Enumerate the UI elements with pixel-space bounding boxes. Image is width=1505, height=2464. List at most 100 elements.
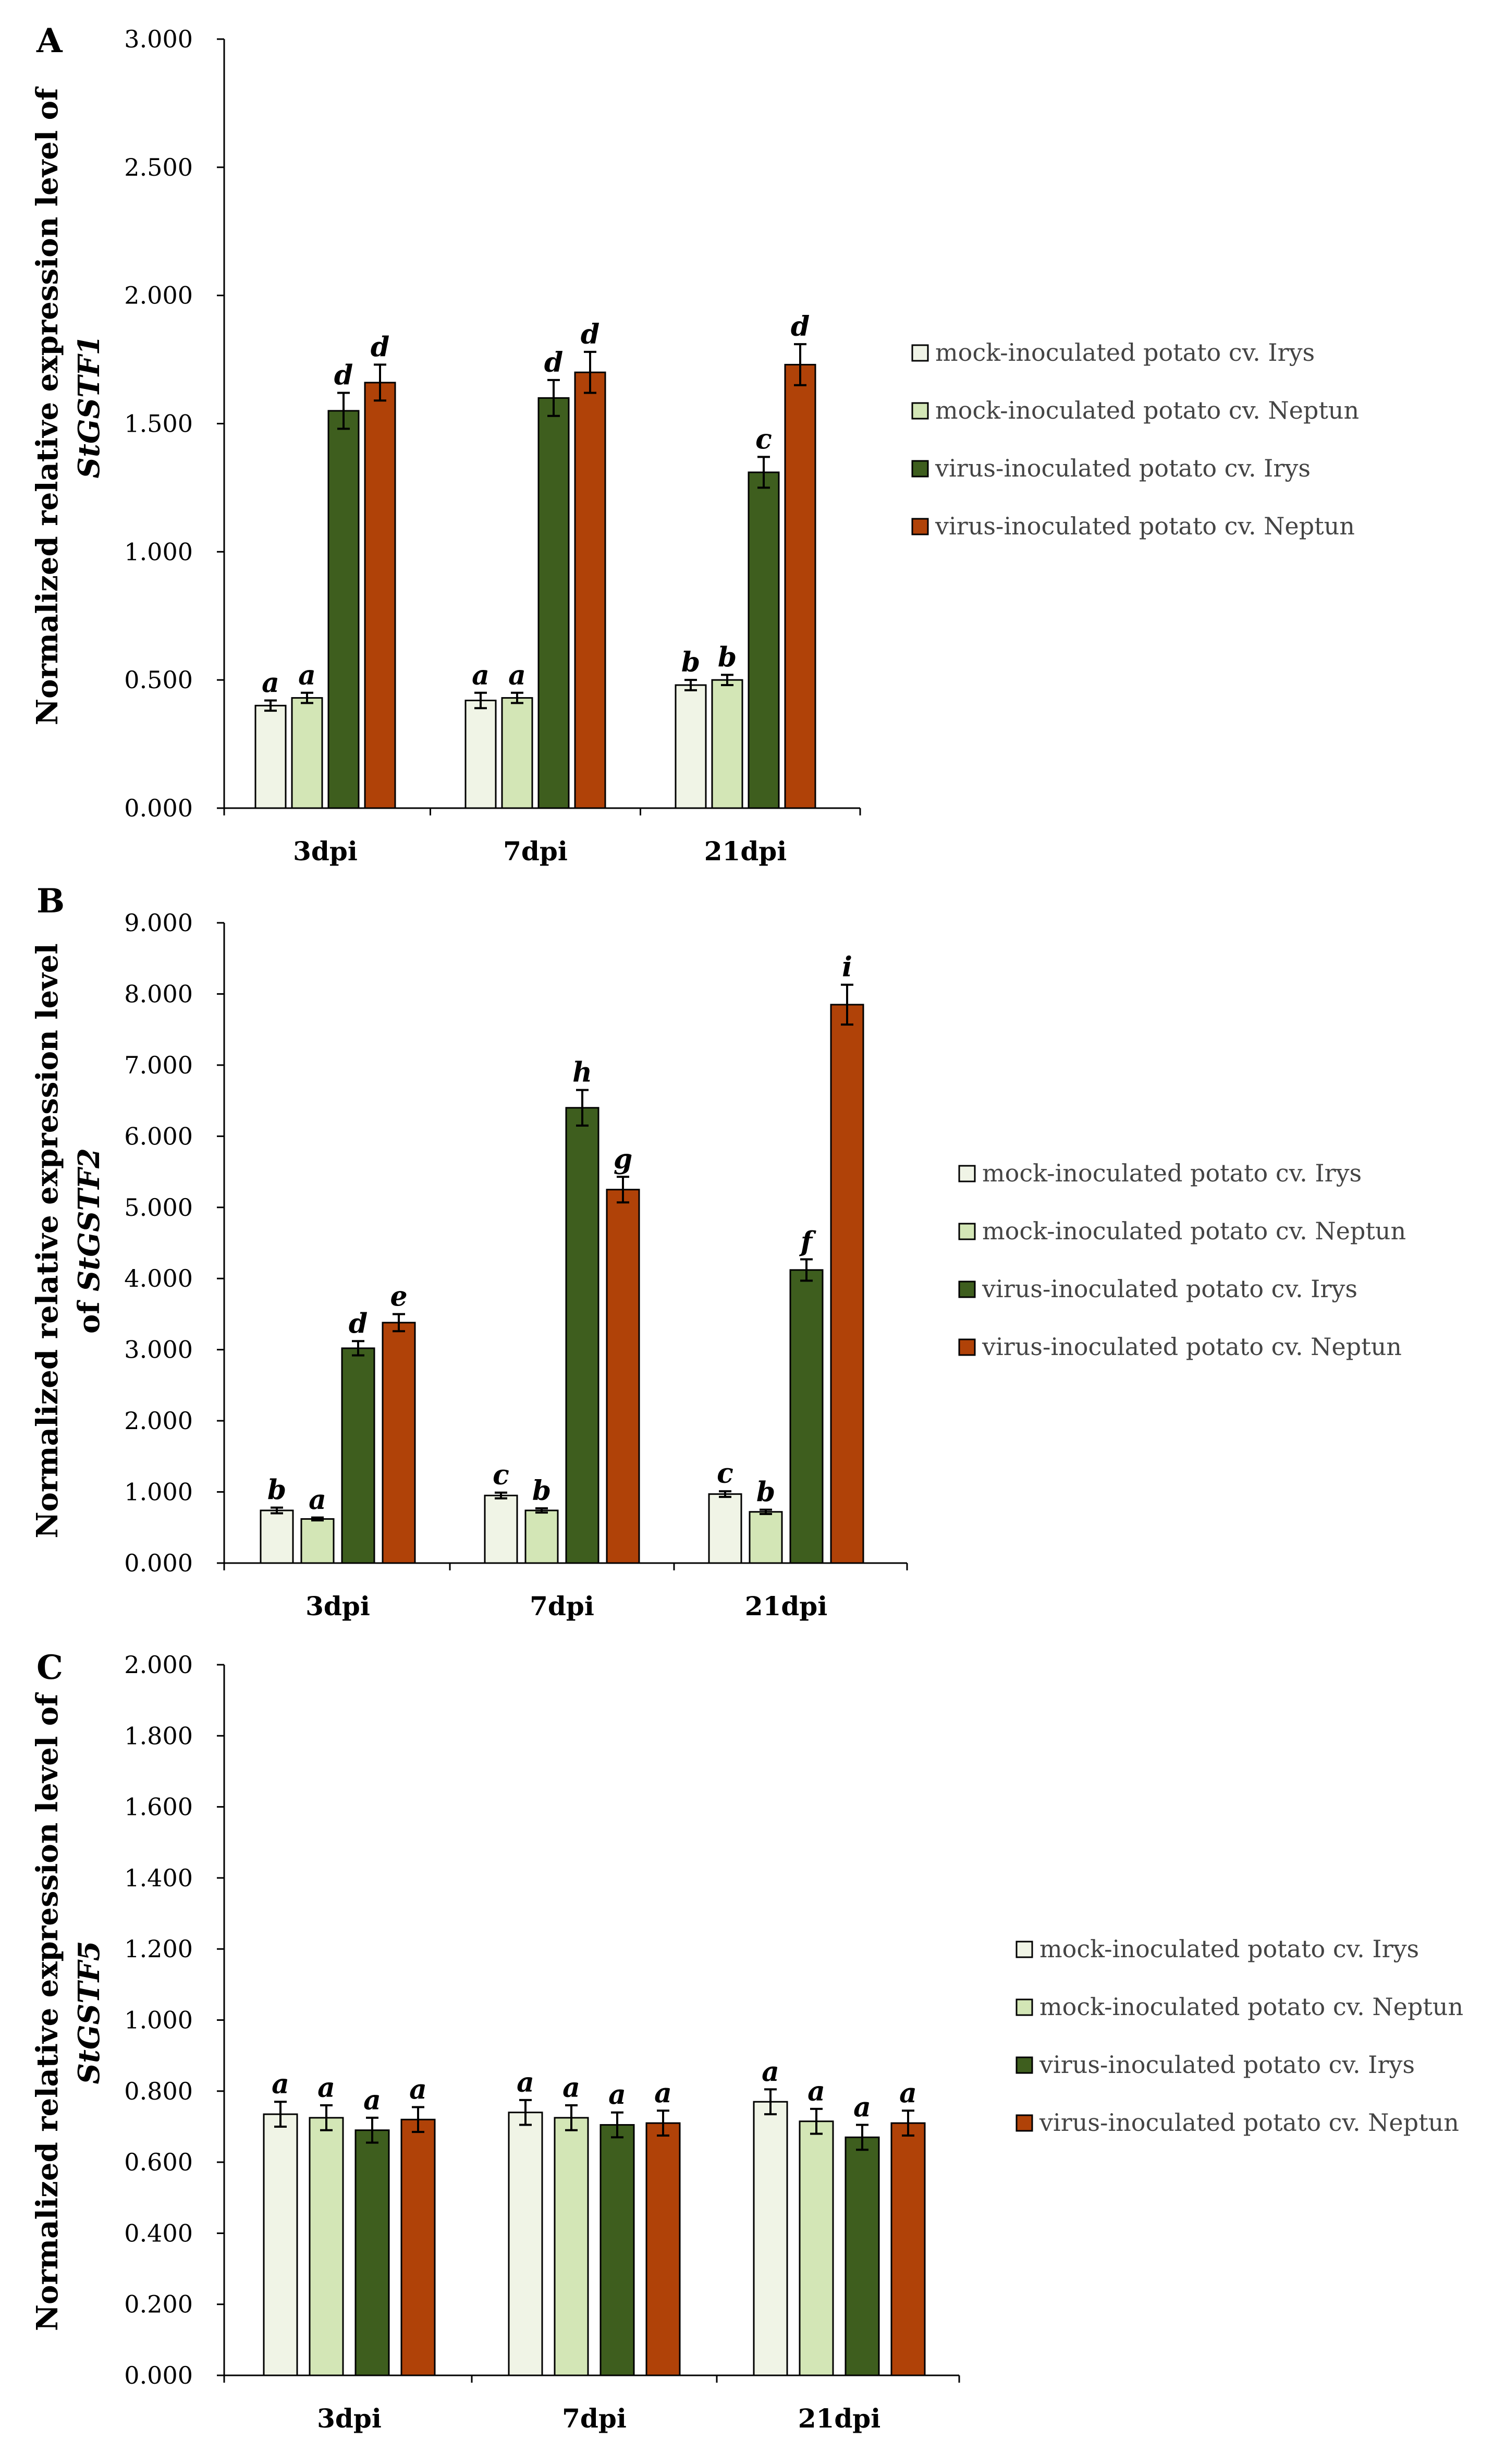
panel-c-y-tick-label: 1.400 [124, 1864, 193, 1892]
panel-c-significance-label: a [654, 2077, 672, 2109]
panel-a-category-label: 7dpi [503, 836, 568, 867]
panel-c-significance-label: a [807, 2076, 825, 2107]
panel-b-y-title: Normalized relative expression level [30, 943, 65, 1538]
panel-c-legend-swatch [1015, 2056, 1033, 2074]
panel-c-bar [753, 2101, 788, 2376]
panel-a-legend-label: virus-inoculated potato cv. Irys [935, 454, 1311, 482]
panel-a-bar [675, 684, 707, 809]
panel-c-legend-label: virus-inoculated potato cv. Neptun [1039, 2108, 1459, 2137]
panel-c-bar [799, 2120, 834, 2376]
panel-c-y-tick-label: 1.600 [124, 1793, 193, 1821]
panel-c-y-tick-label: 2.000 [124, 1651, 193, 1679]
panel-c-y-tick-label: 0.200 [124, 2290, 193, 2319]
panel-a-significance-label: d [791, 311, 810, 343]
panel-c-y-tick-label: 0.000 [124, 2361, 193, 2389]
panel-a-legend-swatch [911, 402, 929, 420]
panel-b-legend-swatch [958, 1223, 976, 1240]
panel-c-y-tick-label: 1.000 [124, 2006, 193, 2034]
panel-c-bar [263, 2113, 298, 2376]
panel-b-bar [341, 1347, 375, 1564]
panel-b-bar [789, 1269, 824, 1564]
panel-b-bar [749, 1511, 783, 1564]
panel-c-category-label: 21dpi [798, 2403, 881, 2434]
panel-a-y-tick-label: 1.500 [124, 410, 193, 438]
panel-c-legend-label: mock-inoculated potato cv. Irys [1039, 1935, 1419, 1963]
panel-a-y-gene: StGSTF1 [72, 335, 106, 479]
panel-c-legend-swatch [1015, 1941, 1033, 1958]
panel-b-significance-label: d [349, 1308, 368, 1339]
panel-c-significance-label: a [272, 2068, 289, 2100]
panel-b-bar [830, 1004, 864, 1564]
panel-c-bar [645, 2122, 681, 2376]
panel-a-legend-label: mock-inoculated potato cv. Irys [935, 338, 1315, 367]
panel-b-bar [524, 1509, 559, 1564]
panel-c-y-gene: StGSTF5 [72, 1941, 106, 2084]
panel-b-legend-swatch [958, 1338, 976, 1356]
panel-c-y-title: Normalized relative expression level of [30, 1692, 65, 2331]
panel-a-letter: A [36, 21, 63, 60]
panel-b-y-tick-label: 2.000 [124, 1407, 193, 1435]
panel-c-bar [354, 2129, 390, 2376]
panel-a-significance-label: a [262, 667, 279, 699]
panel-b-category-label: 21dpi [745, 1591, 828, 1621]
panel-a-legend-swatch [911, 344, 929, 362]
panel-c-y-tick-label: 0.600 [124, 2148, 193, 2176]
panel-a-bar [501, 697, 533, 809]
panel-b-y-gene-prefix: of [72, 1291, 106, 1334]
panel-c-bar [400, 2118, 436, 2376]
panel-b-category-label: 7dpi [530, 1591, 594, 1621]
panel-c-legend-label: mock-inoculated potato cv. Neptun [1039, 1993, 1463, 2021]
panel-a-legend: mock-inoculated potato cv. Irys mock-inoc… [911, 338, 1359, 540]
panel-c-category-label: 7dpi [562, 2403, 627, 2434]
panel-c-plot: 0.000 0.200 0.400 0.600 0.800 1.000 1.200 1.400… [124, 1651, 960, 2434]
panel-b-legend-label: mock-inoculated potato cv. Neptun [982, 1217, 1406, 1245]
panel-b-bar [606, 1189, 640, 1564]
panel-a: A Normalized relative expression level o… [30, 21, 1359, 867]
panel-b-category-label: 3dpi [305, 1591, 370, 1621]
panel-c-letter: C [36, 1648, 63, 1687]
panel-a-significance-label: d [581, 319, 599, 350]
panel-c-significance-label: a [762, 2056, 779, 2088]
panel-a-category-label: 21dpi [704, 836, 787, 867]
panel-a-bar [291, 697, 323, 809]
panel-a-significance-label: b [681, 647, 700, 678]
panel-a-significance-label: d [371, 331, 389, 363]
panel-c-significance-label: a [363, 2084, 381, 2116]
panel-b-y-tick-label: 4.000 [124, 1264, 193, 1292]
panel-a-y-tick-label: 2.000 [124, 282, 193, 310]
panel-b-plot: 0.000 1.000 2.000 3.000 4.000 5.000 6.000 7.000… [124, 909, 908, 1621]
panel-b-y-tick-label: 1.000 [124, 1478, 193, 1506]
panel-a-legend-swatch [911, 518, 929, 535]
panel-a-legend-label: mock-inoculated potato cv. Neptun [935, 396, 1359, 424]
panel-a-bar [464, 700, 497, 809]
panel-b-significance-label: e [390, 1280, 407, 1312]
panel-a-bar [537, 397, 570, 809]
panel-a-significance-label: a [298, 660, 316, 691]
panel-b-y-tick-label: 5.000 [124, 1193, 193, 1222]
panel-b-y-tick-label: 6.000 [124, 1122, 193, 1150]
panel-c-bar [554, 2117, 589, 2376]
panel-c-significance-label: a [409, 2073, 427, 2105]
panel-c-y-tick-label: 0.800 [124, 2077, 193, 2105]
panel-a-y-tick-label: 0.500 [124, 666, 193, 694]
panel-b-legend-label: virus-inoculated potato cv. Irys [982, 1275, 1357, 1303]
panel-a-significance-label: a [472, 660, 490, 691]
panel-a-legend-swatch [911, 460, 929, 478]
panel-a-y-tick-label: 3.000 [124, 25, 193, 53]
panel-a-significance-label: b [718, 641, 737, 673]
panel-c-significance-label: a [517, 2067, 534, 2099]
panel-c-bar [309, 2117, 344, 2376]
panel-b-y-tick-label: 3.000 [124, 1336, 193, 1364]
panel-a-bar [364, 382, 396, 809]
panel-a-bar [327, 410, 360, 809]
panel-c-legend: mock-inoculated potato cv. Irys mock-inoc… [1015, 1935, 1463, 2137]
panel-b-significance-label: b [267, 1474, 286, 1506]
panel-b-significance-label: f [799, 1226, 816, 1258]
panel-c-legend-swatch [1015, 2114, 1033, 2132]
panel-c: C Normalized relative expression level o… [30, 1648, 1463, 2434]
panel-b-significance-label: b [532, 1475, 551, 1507]
panel-c-y-tick-label: 1.800 [124, 1722, 193, 1750]
panel-a-category-label: 3dpi [293, 836, 358, 867]
